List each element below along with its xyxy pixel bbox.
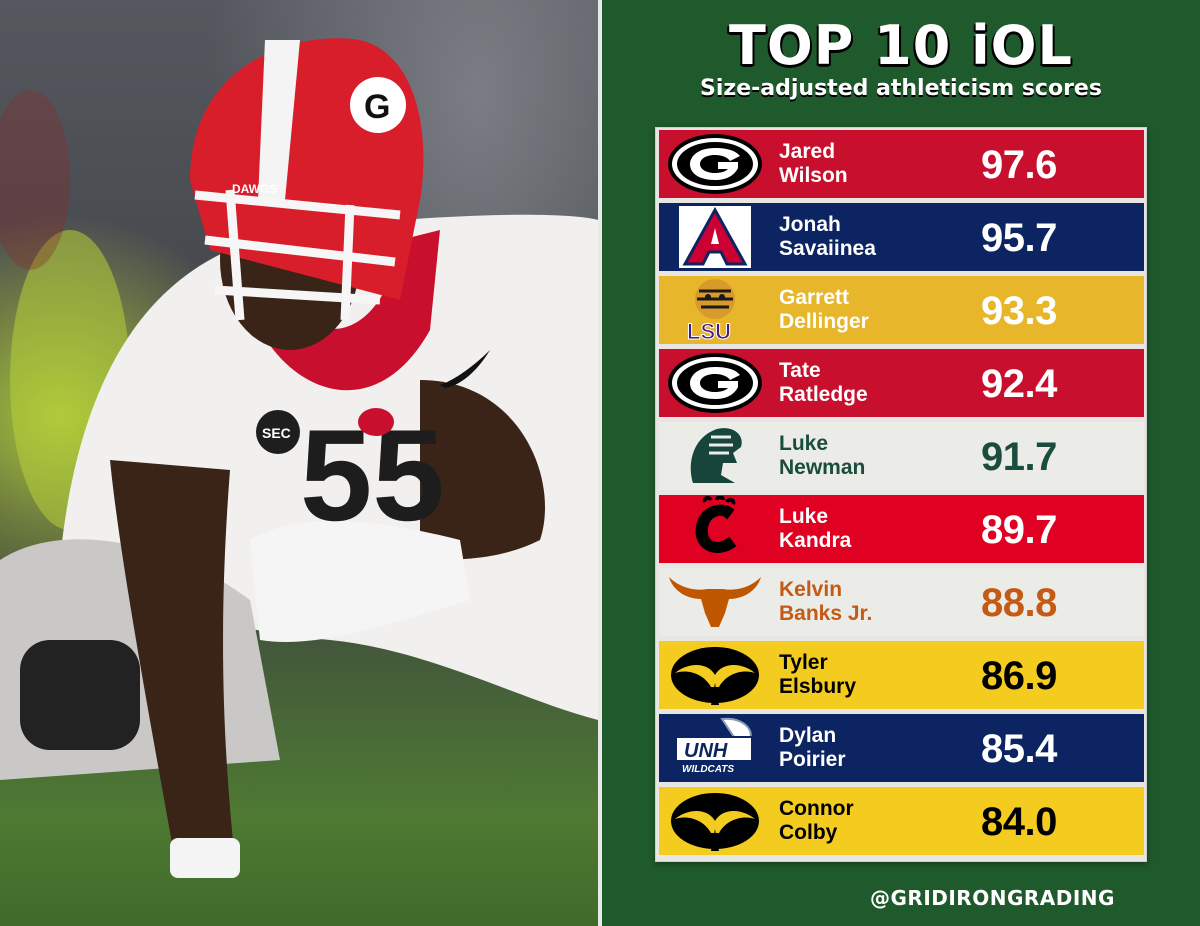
ranking-row: Luke Newman 91.7	[659, 422, 1144, 490]
ranking-row: Tate Ratledge 92.4	[659, 349, 1144, 417]
lsu-logo-text: LSU	[687, 319, 731, 343]
player-last-name: Poirier	[779, 748, 846, 771]
cincinnati-logo-icon	[659, 495, 771, 563]
georgia-logo-icon	[659, 130, 771, 198]
athleticism-score: 85.4	[981, 727, 1057, 771]
player-last-name: Newman	[779, 456, 866, 479]
michigan-state-logo-icon	[659, 422, 771, 490]
ranking-row: Jared Wilson 97.6	[659, 130, 1144, 198]
panel-divider	[598, 0, 602, 926]
iowa-logo-icon	[659, 641, 771, 709]
ranking-row: Luke Kandra 89.7	[659, 495, 1144, 563]
svg-text:SEC: SEC	[262, 425, 291, 441]
player-name: Kelvin Banks Jr.	[779, 578, 872, 626]
player-last-name: Banks Jr.	[779, 602, 873, 625]
texas-logo-icon	[659, 568, 771, 636]
athleticism-score: 95.7	[981, 216, 1057, 260]
social-handle: @GRIDIRONGRADING	[870, 886, 1115, 910]
ranking-row: Jonah Savaiinea 95.7	[659, 203, 1144, 271]
player-name: Connor Colby	[779, 797, 854, 845]
helmet-label: DAWGS	[232, 182, 277, 196]
player-first-name: Jonah	[779, 213, 841, 236]
player-first-name: Dylan	[779, 724, 837, 747]
player-name: Dylan Poirier	[779, 724, 846, 772]
page-subtitle: Size-adjusted athleticism scores	[700, 76, 1102, 101]
athleticism-score: 91.7	[981, 435, 1057, 479]
player-first-name: Connor	[779, 797, 854, 820]
rankings-board: Jared Wilson 97.6 Jonah Savaiinea 95.7 LSU…	[655, 127, 1147, 862]
player-last-name: Savaiinea	[779, 237, 876, 260]
player-first-name: Luke	[779, 432, 829, 455]
athleticism-score: 97.6	[981, 143, 1057, 187]
athleticism-score: 89.7	[981, 508, 1057, 552]
player-name: Luke Kandra	[779, 505, 851, 553]
player-last-name: Dellinger	[779, 310, 869, 333]
player-first-name: Jared	[779, 140, 836, 163]
player-name: Garrett Dellinger	[779, 286, 869, 334]
player-first-name: Tyler	[779, 651, 828, 674]
athleticism-score: 84.0	[981, 800, 1057, 844]
ranking-row: Connor Colby 84.0	[659, 787, 1144, 855]
ranking-row: UNH WILDCATS Dylan Poirier 85.4	[659, 714, 1144, 782]
player-name: Luke Newman	[779, 432, 865, 480]
page-title: TOP 10 iOL	[729, 14, 1073, 77]
athleticism-score: 88.8	[981, 581, 1057, 625]
unh-logo-subtext: WILDCATS	[682, 764, 734, 775]
lsu-logo-icon: LSU	[659, 276, 771, 344]
ranking-row: Kelvin Banks Jr. 88.8	[659, 568, 1144, 636]
player-first-name: Kelvin	[779, 578, 843, 601]
unh-logo-text: UNH	[684, 740, 728, 762]
georgia-logo-icon	[659, 349, 771, 417]
player-first-name: Luke	[779, 505, 829, 528]
player-last-name: Elsbury	[779, 675, 857, 698]
svg-text:G: G	[364, 88, 390, 126]
player-last-name: Kandra	[779, 529, 852, 552]
player-last-name: Colby	[779, 821, 838, 844]
arizona-logo-icon	[659, 203, 771, 271]
player-last-name: Wilson	[779, 164, 848, 187]
player-first-name: Garrett	[779, 286, 850, 309]
athleticism-score: 92.4	[981, 362, 1057, 406]
player-first-name: Tate	[779, 359, 821, 382]
player-illustration: 55 G DAWGS SEC	[0, 38, 598, 878]
unh-logo-icon: UNH WILDCATS	[659, 714, 771, 782]
ranking-row: Tyler Elsbury 86.9	[659, 641, 1144, 709]
athleticism-score: 93.3	[981, 289, 1057, 333]
player-name: Tyler Elsbury	[779, 651, 856, 699]
player-photo: 55 G DAWGS SEC	[0, 0, 598, 926]
athleticism-score: 86.9	[981, 654, 1057, 698]
iowa-logo-icon	[659, 787, 771, 855]
player-last-name: Ratledge	[779, 383, 868, 406]
ranking-row: LSU Garrett Dellinger 93.3	[659, 276, 1144, 344]
player-name: Tate Ratledge	[779, 359, 868, 407]
player-name: Jared Wilson	[779, 140, 848, 188]
player-name: Jonah Savaiinea	[779, 213, 876, 261]
